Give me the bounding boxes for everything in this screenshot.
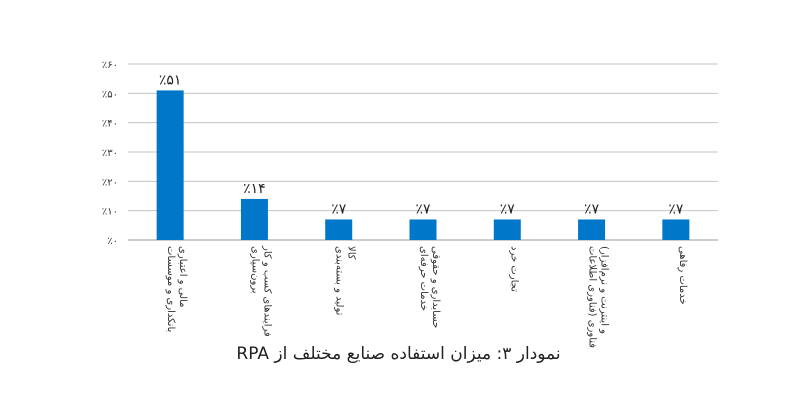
y-tick-label: ٪۳۰: [102, 148, 118, 159]
chart-caption: نمودار ۳: میزان استفاده صنایع مختلف از R…: [236, 344, 561, 364]
category-label-line: فرایندهای کسب و کار: [261, 245, 272, 337]
category-label-line: بانکداری و موسسات: [165, 246, 176, 332]
y-tick-label: ٪۶۰: [102, 60, 118, 71]
bar: [240, 198, 268, 240]
bar-value-label: ٪۷: [500, 201, 516, 217]
bar: [578, 219, 606, 240]
bar-value-label: ٪۷: [331, 201, 347, 217]
category-label: تولید و بسته‌بندیکالا: [334, 246, 357, 316]
category-label-line: و اینترنت و نرم‌افزار): [599, 246, 610, 334]
category-label-line: کالا: [346, 246, 357, 260]
bar: [409, 219, 437, 240]
bar: [156, 90, 184, 241]
category-label-line: تجارت خرد: [508, 246, 519, 292]
category-label-line: مالی و اعتباری: [177, 246, 188, 307]
category-label: خدمات حرفه‌ایحسابداری و حقوقی: [418, 246, 441, 328]
category-label-line: تولید و بسته‌بندی: [334, 246, 345, 316]
y-tick-label: ٪۲۰: [102, 177, 118, 188]
category-label-line: برون‌سپاری: [249, 246, 260, 294]
bar-value-label: ٪۵۱: [159, 72, 182, 88]
category-label-line: فناوری (فناوری اطلاعات: [587, 246, 598, 348]
bar: [662, 219, 690, 240]
category-label: تجارت خرد: [508, 246, 519, 292]
y-tick-label: ٪۰: [107, 236, 118, 247]
category-label-line: خدمات رفاهی: [677, 246, 688, 305]
category-label: خدمات رفاهی: [677, 246, 688, 305]
category-label: بانکداری و موسساتمالی و اعتباری: [165, 246, 188, 332]
category-label: برون‌سپاریفرایندهای کسب و کار: [249, 245, 272, 337]
bar-value-label: ٪۷: [415, 201, 431, 217]
bar: [493, 219, 521, 240]
bar-value-label: ٪۱۴: [243, 181, 266, 197]
y-tick-label: ٪۵۰: [102, 89, 118, 100]
category-label-line: خدمات حرفه‌ای: [418, 246, 429, 311]
bar-value-label: ٪۷: [584, 201, 600, 217]
bar-value-label: ٪۷: [668, 201, 684, 217]
category-label-line: حسابداری و حقوقی: [430, 246, 441, 328]
bar: [325, 219, 353, 240]
y-tick-label: ٪۴۰: [102, 119, 118, 130]
category-label: فناوری (فناوری اطلاعاتو اینترنت و نرم‌اف…: [587, 246, 610, 348]
y-tick-label: ٪۱۰: [102, 207, 118, 218]
